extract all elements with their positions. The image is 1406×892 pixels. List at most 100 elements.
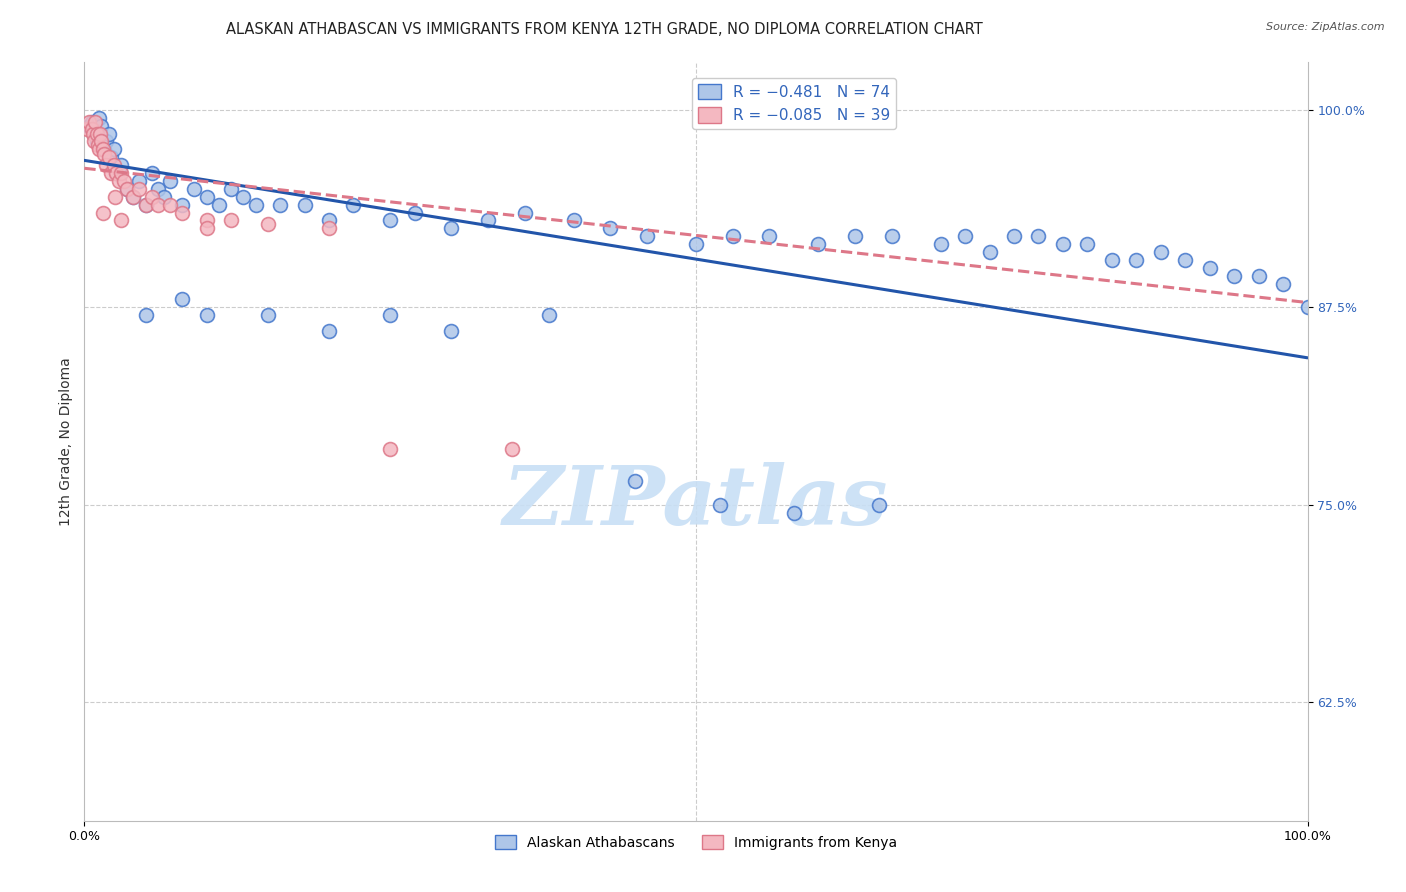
- Point: [380, 442, 402, 457]
- Point: [135, 197, 157, 211]
- Point: [636, 229, 658, 244]
- Point: [929, 237, 952, 252]
- Point: [1002, 229, 1025, 244]
- Point: [562, 213, 585, 227]
- Point: [245, 197, 267, 211]
- Point: [103, 142, 125, 156]
- Point: [1028, 229, 1050, 244]
- Point: [100, 150, 122, 164]
- Point: [172, 205, 194, 219]
- Point: [219, 182, 242, 196]
- Point: [159, 197, 181, 211]
- Point: [758, 229, 780, 244]
- Point: [709, 498, 731, 512]
- Point: [1296, 300, 1319, 314]
- Point: [91, 142, 114, 156]
- Point: [107, 174, 129, 188]
- Point: [122, 190, 145, 204]
- Point: [1223, 268, 1246, 283]
- Point: [83, 135, 105, 149]
- Point: [404, 205, 426, 219]
- Text: ALASKAN ATHABASCAN VS IMMIGRANTS FROM KENYA 12TH GRADE, NO DIPLOMA CORRELATION C: ALASKAN ATHABASCAN VS IMMIGRANTS FROM KE…: [226, 22, 983, 37]
- Point: [208, 197, 231, 211]
- Point: [96, 158, 118, 172]
- Point: [105, 166, 128, 180]
- Point: [1272, 277, 1295, 291]
- Point: [86, 135, 108, 149]
- Point: [135, 308, 157, 322]
- Point: [183, 182, 205, 196]
- Point: [869, 498, 891, 512]
- Point: [100, 166, 122, 180]
- Point: [83, 127, 105, 141]
- Point: [128, 174, 150, 188]
- Point: [1076, 237, 1098, 252]
- Point: [82, 127, 104, 141]
- Point: [110, 158, 132, 172]
- Point: [880, 229, 903, 244]
- Point: [153, 190, 176, 204]
- Point: [89, 127, 111, 141]
- Point: [172, 293, 194, 307]
- Point: [115, 182, 138, 196]
- Point: [195, 308, 218, 322]
- Point: [380, 213, 402, 227]
- Point: [624, 474, 647, 488]
- Point: [807, 237, 830, 252]
- Point: [318, 324, 340, 338]
- Point: [342, 197, 364, 211]
- Point: [783, 506, 806, 520]
- Legend: Alaskan Athabascans, Immigrants from Kenya: Alaskan Athabascans, Immigrants from Ken…: [489, 830, 903, 855]
- Y-axis label: 12th Grade, No Diploma: 12th Grade, No Diploma: [59, 357, 73, 526]
- Point: [84, 115, 107, 129]
- Point: [76, 121, 98, 136]
- Point: [232, 190, 254, 204]
- Point: [91, 205, 114, 219]
- Point: [721, 229, 744, 244]
- Point: [128, 182, 150, 196]
- Point: [86, 127, 108, 141]
- Point: [1101, 252, 1123, 267]
- Point: [257, 308, 280, 322]
- Point: [1150, 244, 1173, 259]
- Point: [172, 197, 194, 211]
- Point: [104, 190, 127, 204]
- Point: [953, 229, 976, 244]
- Point: [513, 205, 536, 219]
- Point: [440, 221, 463, 235]
- Point: [195, 221, 218, 235]
- Point: [110, 166, 132, 180]
- Point: [135, 197, 157, 211]
- Point: [195, 190, 218, 204]
- Text: Source: ZipAtlas.com: Source: ZipAtlas.com: [1267, 22, 1385, 32]
- Point: [257, 217, 280, 231]
- Point: [80, 115, 103, 129]
- Point: [77, 115, 100, 129]
- Point: [93, 142, 115, 156]
- Point: [97, 127, 120, 141]
- Point: [141, 166, 163, 180]
- Point: [87, 111, 110, 125]
- Point: [93, 147, 115, 161]
- Point: [1052, 237, 1074, 252]
- Point: [146, 197, 169, 211]
- Point: [87, 137, 110, 152]
- Point: [87, 142, 110, 156]
- Point: [1174, 252, 1197, 267]
- Point: [599, 221, 621, 235]
- Point: [112, 174, 135, 188]
- Point: [90, 119, 112, 133]
- Point: [80, 121, 103, 136]
- Point: [195, 213, 218, 227]
- Point: [103, 158, 125, 172]
- Point: [122, 190, 145, 204]
- Point: [440, 324, 463, 338]
- Point: [115, 182, 138, 196]
- Point: [538, 308, 561, 322]
- Text: ZIPatlas: ZIPatlas: [503, 462, 889, 542]
- Point: [1247, 268, 1270, 283]
- Point: [502, 442, 524, 457]
- Point: [97, 150, 120, 164]
- Point: [979, 244, 1001, 259]
- Point: [90, 135, 112, 149]
